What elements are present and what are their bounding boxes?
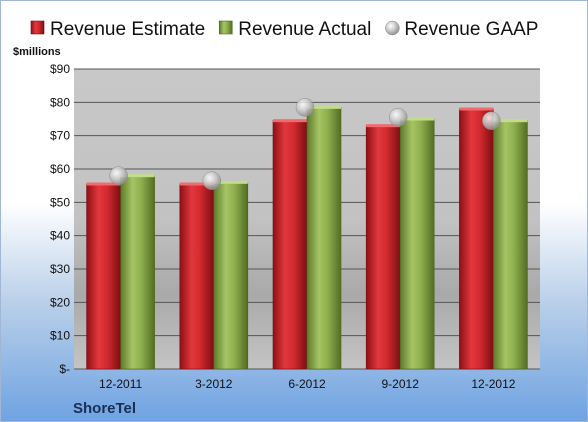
bar-top-highlight: [307, 105, 341, 109]
revenue-estimate-bar: [86, 183, 121, 370]
x-tick-label: 12-2012: [471, 377, 515, 391]
y-tick-label: $10: [50, 329, 70, 343]
y-axis-ticks: $- $10 $20 $30 $40 $50 $60 $70 $80 $90: [50, 62, 70, 376]
revenue-actual-bar: [306, 107, 342, 370]
bar-top-highlight: [213, 180, 248, 184]
revenue-actual-bar: [120, 175, 155, 370]
legend-swatch: [30, 20, 45, 35]
revenue-gaap-marker: [482, 111, 501, 130]
x-tick-label: 3-2012: [195, 377, 233, 391]
y-tick-label: $50: [50, 195, 70, 209]
revenue-estimate-bar: [365, 125, 401, 370]
x-tick-label: 9-2012: [382, 377, 420, 391]
bar-top-highlight: [366, 124, 401, 128]
y-tick-label: $30: [50, 262, 70, 276]
legend-label: Revenue Actual: [238, 19, 371, 40]
revenue-gaap-marker: [202, 171, 222, 190]
bars: [86, 105, 528, 370]
x-tick-label: 6-2012: [288, 377, 326, 391]
bar-top-highlight: [273, 119, 307, 123]
revenue-actual-bar: [213, 182, 249, 370]
bar-top-highlight: [86, 182, 121, 186]
revenue-gaap-marker: [109, 166, 128, 185]
x-axis-ticks: 12-2011 3-2012 6-2012 9-2012 12-2012: [99, 377, 516, 391]
legend-label: Revenue Estimate: [50, 19, 205, 40]
y-axis-unit-label: $millions: [13, 46, 61, 58]
revenue-gaap-marker: [295, 98, 315, 117]
legend-swatch: [218, 20, 233, 35]
y-tick-label: $40: [50, 229, 70, 243]
y-tick-label: $60: [50, 162, 70, 176]
revenue-gaap-marker: [388, 108, 408, 127]
bar-top-highlight: [459, 107, 494, 111]
revenue-actual-bar: [399, 118, 435, 370]
gaap-markers: [109, 98, 501, 190]
chart-legend: Revenue Estimate Revenue Actual Revenue GA…: [30, 19, 538, 40]
y-tick-label: $80: [50, 95, 70, 109]
x-tick-label: 12-2011: [99, 377, 142, 391]
bar-top-highlight: [179, 182, 214, 186]
y-tick-label: $20: [50, 295, 70, 309]
revenue-estimate-bar: [459, 108, 494, 370]
bar-top-highlight: [493, 119, 528, 123]
bar-top-highlight: [400, 117, 435, 121]
company-name: ShoreTel: [73, 400, 136, 417]
y-tick-label: $90: [50, 62, 70, 76]
legend-label: Revenue GAAP: [404, 19, 538, 40]
revenue-estimate-bar: [272, 120, 308, 370]
revenue-actual-bar: [493, 120, 528, 370]
revenue-estimate-bar: [179, 183, 215, 370]
y-tick-label: $-: [59, 362, 70, 376]
bar-top-highlight: [120, 174, 155, 178]
y-tick-label: $70: [50, 129, 70, 143]
legend-swatch: [385, 20, 400, 36]
